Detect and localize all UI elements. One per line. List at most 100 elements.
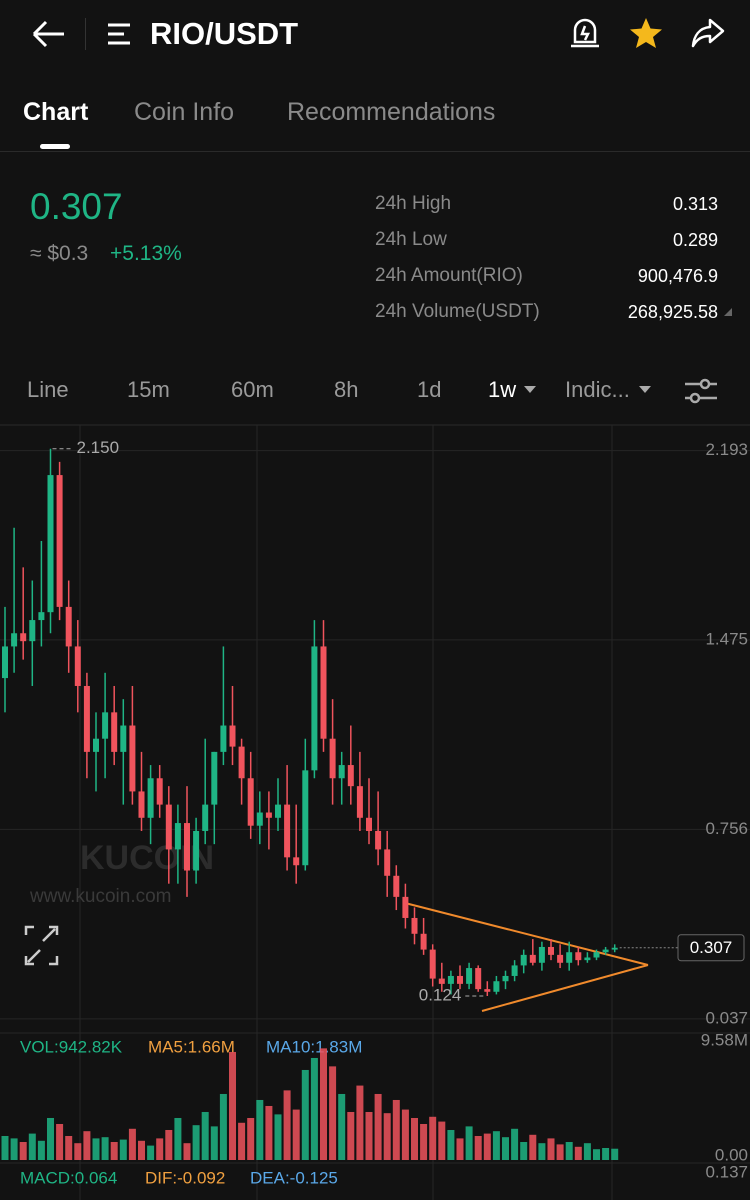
volume-bar — [265, 1105, 273, 1160]
volume-bar — [383, 1113, 391, 1160]
candle-body — [38, 612, 45, 621]
candle-body — [220, 725, 227, 752]
tab[interactable]: Recommendations — [287, 98, 496, 126]
volume-bar — [301, 1069, 309, 1160]
tab[interactable]: Chart — [23, 98, 89, 126]
volume-bar — [329, 1066, 337, 1160]
y-tick-label: 0.037 — [705, 1008, 748, 1027]
menu-icon[interactable] — [106, 22, 134, 46]
favorite-icon[interactable] — [628, 16, 664, 50]
volume-bar — [210, 1126, 218, 1160]
volume-bar — [547, 1138, 555, 1160]
volume-bar — [183, 1143, 191, 1160]
volume-bar — [456, 1138, 464, 1160]
divider — [0, 151, 750, 152]
alert-icon[interactable] — [568, 16, 602, 50]
candle-body — [447, 975, 454, 984]
candle-body — [47, 475, 54, 613]
trendline — [481, 964, 649, 1012]
volume-bar — [201, 1111, 209, 1160]
candle-body — [202, 804, 209, 831]
indicators[interactable]: Indic... — [565, 377, 630, 402]
watermark-logo: KUCOIN — [80, 839, 214, 877]
interval[interactable]: 60m — [231, 377, 274, 402]
candle-body — [147, 778, 154, 818]
candle-body — [457, 975, 463, 984]
candle-body — [575, 952, 582, 961]
candle-body — [184, 823, 190, 871]
stat-label: 24h Volume(USDT) — [375, 301, 540, 322]
candle-body — [311, 646, 318, 771]
candle-body — [438, 978, 445, 984]
volume-bar — [420, 1123, 428, 1160]
price-change: +5.13% — [110, 242, 182, 265]
volume-bar — [238, 1122, 246, 1160]
tab[interactable]: Coin Info — [134, 98, 235, 126]
active-tab-indicator — [40, 144, 70, 149]
low-label: 0.124 — [419, 985, 462, 1004]
candle-body — [529, 954, 536, 963]
candle-body — [366, 817, 372, 831]
candle-body — [557, 954, 564, 963]
volume-bar — [192, 1125, 200, 1160]
volume-bar — [611, 1148, 619, 1160]
volume-bar — [447, 1129, 455, 1160]
volume-bar — [110, 1141, 118, 1160]
candle-body — [466, 968, 473, 984]
volume-bar — [492, 1131, 500, 1160]
stat-value: 0.289 — [672, 230, 718, 250]
candle-body — [229, 725, 236, 747]
candle-body — [502, 975, 509, 982]
interval[interactable]: Line — [27, 377, 69, 402]
stat-label: 24h Amount(RIO) — [375, 265, 523, 286]
candle-body — [493, 981, 500, 992]
volume-bar — [219, 1093, 227, 1160]
candle-body — [211, 751, 218, 805]
volume-bar — [365, 1111, 373, 1160]
y-tick-label: 0.756 — [705, 819, 748, 838]
interval[interactable]: 15m — [127, 377, 170, 402]
volume-bar — [465, 1126, 473, 1160]
vol-tick-label: 0.00 — [715, 1145, 748, 1164]
pair-title[interactable]: RIO/USDT — [150, 16, 299, 51]
candle-body — [611, 947, 618, 950]
volume-bar — [338, 1093, 346, 1160]
volume-bar — [502, 1137, 509, 1160]
dif-legend: DIF:-0.092 — [145, 1168, 225, 1187]
volume-bar — [565, 1141, 573, 1160]
interval[interactable]: 1d — [417, 377, 442, 402]
candle-body — [429, 949, 436, 979]
candle-body — [11, 633, 18, 647]
macd-legend: MACD:0.064 — [20, 1168, 117, 1187]
high-label: 2.150 — [77, 438, 120, 457]
candle-body — [420, 933, 427, 950]
candle-body — [393, 875, 400, 897]
volume-bar — [320, 1048, 327, 1160]
interval-active[interactable]: 1w — [488, 377, 517, 402]
share-icon[interactable] — [690, 16, 726, 50]
last-price-label: 0.307 — [690, 938, 733, 957]
volume-bar — [19, 1141, 27, 1160]
volume-bar — [138, 1140, 145, 1160]
volume-bar — [92, 1138, 100, 1160]
interval[interactable]: 8h — [334, 377, 359, 402]
volume-bar — [74, 1143, 82, 1160]
candle-body — [65, 606, 72, 647]
candle-body — [538, 946, 545, 963]
volume-bar — [474, 1135, 482, 1160]
fullscreen-icon[interactable] — [24, 925, 59, 966]
candle-body — [520, 954, 527, 966]
volume-bar — [429, 1116, 437, 1160]
volume-bar — [256, 1099, 264, 1160]
candle-body — [593, 952, 600, 958]
volume-bar — [56, 1123, 64, 1160]
caret — [524, 386, 536, 393]
candle-body — [402, 896, 409, 918]
settings-icon[interactable] — [683, 376, 719, 406]
back-button[interactable] — [30, 18, 68, 50]
volume-bar — [128, 1128, 136, 1160]
stat-value: 0.313 — [672, 194, 718, 214]
candle-body — [193, 830, 200, 871]
